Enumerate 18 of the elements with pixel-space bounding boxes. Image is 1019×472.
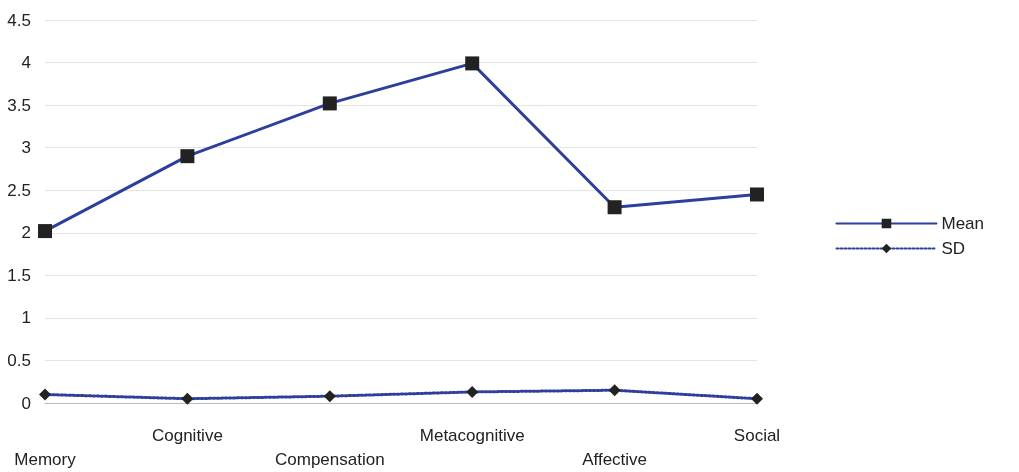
x-tick-label: Social xyxy=(733,425,781,445)
y-tick-label: 2 xyxy=(21,223,31,243)
y-tick-label: 4 xyxy=(21,53,31,73)
x-tick-label: Affective xyxy=(582,449,648,469)
y-tick-label: 1.5 xyxy=(7,265,31,285)
x-tick-label: Compensation xyxy=(274,449,385,469)
x-tick-label: Memory xyxy=(14,449,77,469)
text: Mean xyxy=(941,214,985,233)
y-tick-label: 3.5 xyxy=(7,95,31,115)
x-tick-label: Metacognitive xyxy=(419,425,525,445)
x-tick-label: Cognitive xyxy=(151,425,223,445)
y-tick-label: 0.5 xyxy=(7,350,31,370)
y-tick-label: 3 xyxy=(21,138,31,158)
y-tick-label: 2.5 xyxy=(7,180,31,200)
text: SD xyxy=(941,239,966,258)
y-tick-label: 0 xyxy=(21,393,31,413)
y-tick-label: 1 xyxy=(21,308,31,328)
y-tick-label: 4.5 xyxy=(7,10,31,30)
